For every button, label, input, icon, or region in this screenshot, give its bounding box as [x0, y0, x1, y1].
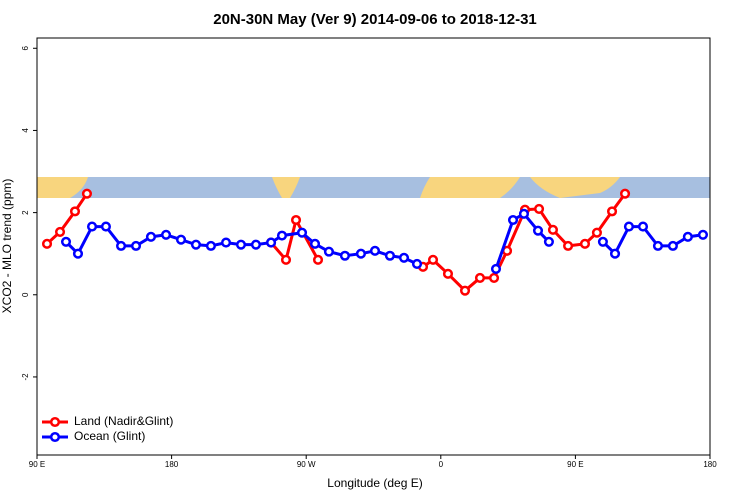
point — [606, 206, 618, 217]
point — [518, 208, 530, 219]
y-tick-label: 0 — [21, 292, 30, 297]
point — [543, 236, 554, 247]
point — [697, 229, 709, 240]
point — [266, 237, 277, 248]
point — [637, 221, 649, 232]
legend-marker — [49, 431, 61, 443]
point — [130, 240, 142, 251]
point — [41, 238, 53, 249]
point — [488, 272, 500, 283]
point — [474, 272, 486, 283]
point — [411, 258, 423, 270]
point — [81, 188, 93, 199]
y-tick-label: -2 — [21, 373, 30, 381]
x-axis-label: Longitude (deg E) — [327, 476, 422, 490]
point — [490, 263, 502, 274]
plot-frame — [36, 37, 711, 456]
point — [60, 236, 72, 247]
point — [652, 240, 664, 251]
point — [442, 268, 454, 279]
point — [597, 236, 608, 247]
point — [100, 221, 111, 232]
point — [384, 250, 396, 261]
point — [72, 248, 84, 259]
point — [682, 231, 693, 242]
point — [235, 239, 247, 250]
x-tick-label: 180 — [703, 460, 717, 469]
chart-title: 20N-30N May (Ver 9) 2014-09-06 to 2018-1… — [213, 11, 537, 28]
point — [69, 206, 81, 217]
legend-label: Land (Nadir&Glint) — [74, 414, 173, 428]
x-tick-label: 0 — [439, 460, 444, 469]
x-tick-label: 180 — [165, 460, 179, 469]
point — [609, 248, 621, 259]
legend-marker — [49, 416, 61, 428]
point — [620, 188, 631, 199]
legend-label: Ocean (Glint) — [74, 429, 145, 443]
point — [563, 240, 574, 251]
point — [220, 237, 232, 248]
y-tick-label: 4 — [21, 128, 30, 133]
point — [534, 203, 545, 214]
point — [86, 221, 98, 232]
map-strip — [37, 177, 710, 198]
point — [667, 240, 678, 251]
point — [145, 231, 157, 242]
point — [547, 224, 559, 235]
point — [296, 227, 308, 238]
point — [205, 240, 216, 251]
point — [312, 254, 324, 265]
point — [339, 250, 350, 261]
x-tick-label: 90 W — [297, 460, 316, 469]
point — [250, 239, 261, 250]
point — [309, 238, 321, 249]
point — [323, 246, 334, 257]
point — [459, 285, 471, 296]
point — [116, 240, 127, 251]
point — [532, 225, 544, 236]
x-tick-label: 90 E — [29, 460, 45, 469]
point — [398, 252, 410, 263]
point — [369, 245, 381, 256]
point — [175, 234, 187, 245]
point — [190, 239, 202, 250]
point — [591, 227, 602, 238]
point — [280, 254, 292, 265]
point — [276, 230, 288, 241]
point — [623, 221, 634, 232]
point — [579, 238, 591, 249]
point — [290, 214, 302, 226]
y-tick-label: 6 — [21, 45, 30, 50]
point — [507, 214, 519, 226]
point — [355, 248, 366, 259]
point — [427, 254, 439, 265]
y-tick-label: 2 — [21, 210, 30, 215]
y-axis-label: XCO2 - MLO trend (ppm) — [0, 179, 14, 314]
x-tick-label: 90 E — [567, 460, 583, 469]
point — [54, 226, 66, 237]
point — [161, 229, 172, 240]
